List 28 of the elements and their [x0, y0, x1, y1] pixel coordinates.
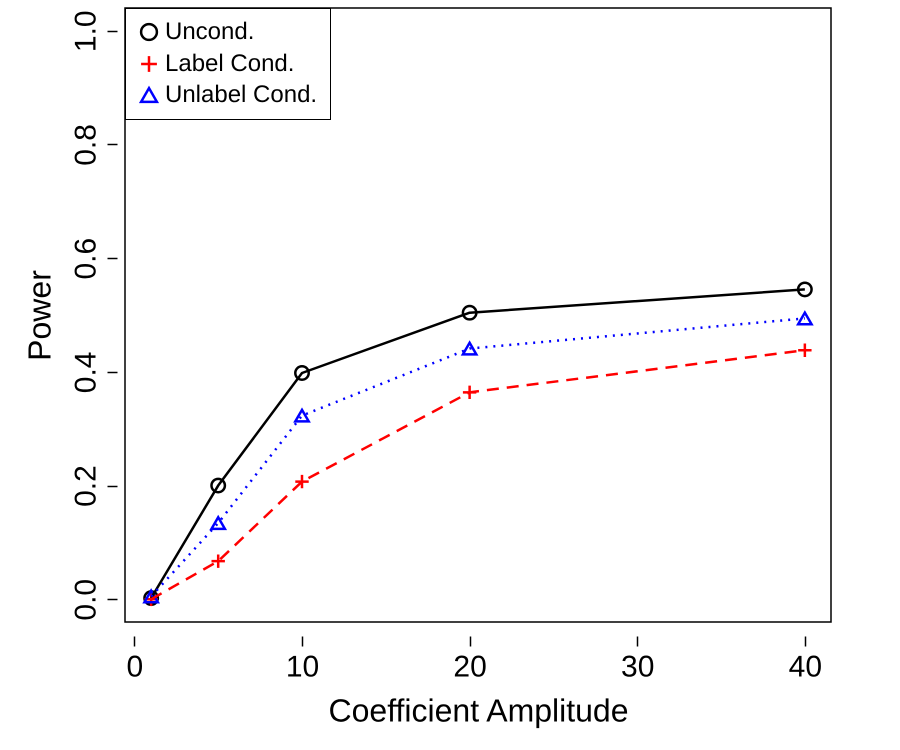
legend-label: Label Cond.: [165, 50, 294, 77]
x-axis-title: Coefficient Amplitude: [328, 692, 629, 728]
point: [210, 553, 226, 570]
y-tick-label: 0.4: [70, 351, 102, 394]
point: [796, 281, 813, 298]
legend-label: Uncond.: [165, 18, 254, 45]
point: [210, 478, 226, 494]
point: [462, 384, 478, 400]
y-axis-title: Power: [22, 270, 58, 361]
x-tick-label: 40: [788, 650, 822, 684]
point: [796, 311, 813, 326]
point: [294, 474, 310, 490]
legend-label: Unlabel Cond.: [165, 81, 318, 108]
point: [210, 516, 226, 530]
x-tick-label: 10: [286, 650, 320, 684]
x-tick-label: 20: [453, 650, 487, 684]
y-tick-label: 0.0: [70, 578, 102, 621]
y-tick-label: 1.0: [70, 10, 102, 52]
point: [462, 304, 478, 321]
point: [294, 365, 310, 381]
y-tick-label: 0.2: [70, 465, 102, 507]
point: [796, 342, 813, 358]
y-tick-label: 0.6: [70, 238, 102, 280]
point: [462, 341, 478, 356]
point: [294, 408, 310, 423]
x-tick-label: 30: [621, 650, 654, 684]
y-tick-label: 0.8: [70, 124, 102, 166]
x-tick-label: 0: [126, 650, 144, 684]
